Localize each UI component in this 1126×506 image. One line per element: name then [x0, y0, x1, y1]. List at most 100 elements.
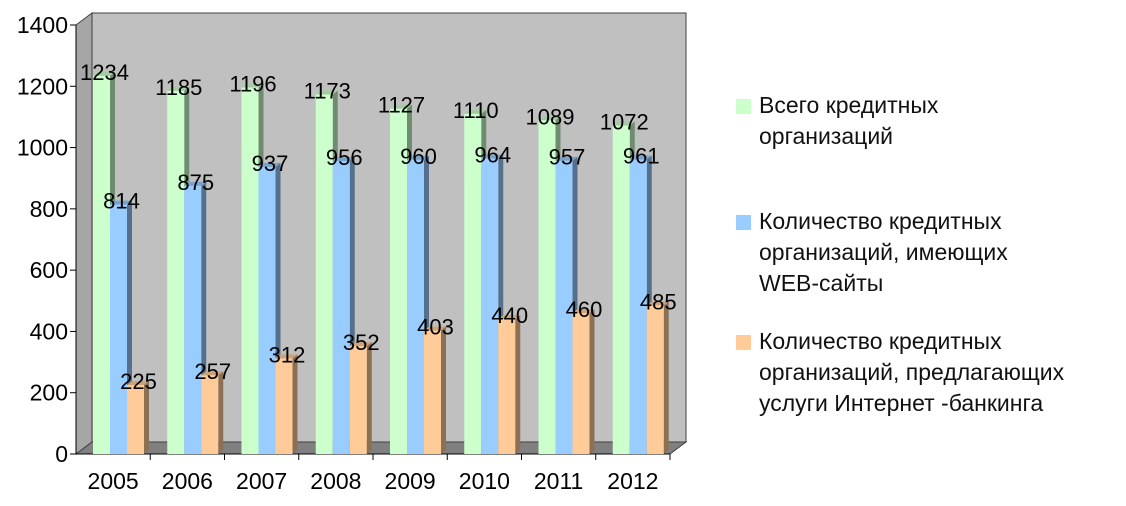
bar: [646, 305, 664, 454]
bar-top: [538, 116, 561, 121]
data-label: 485: [640, 289, 677, 314]
bar-top: [646, 301, 669, 306]
bar-side: [589, 309, 595, 454]
bar-top: [555, 156, 578, 161]
data-label: 1089: [526, 104, 575, 129]
legend-swatch-banking: [736, 335, 751, 350]
data-label: 1110: [453, 98, 499, 123]
bar-top: [349, 342, 372, 347]
bar-top: [498, 315, 521, 320]
bar: [332, 161, 350, 454]
bar-top: [481, 154, 504, 159]
bar: [481, 158, 499, 455]
bar: [93, 75, 110, 455]
data-label: 937: [252, 151, 289, 176]
bar-side: [441, 326, 446, 454]
bar-top: [127, 381, 149, 386]
bar: [407, 159, 424, 455]
y-tick-label: 1400: [17, 12, 68, 38]
bar-top: [315, 90, 338, 95]
data-label: 964: [474, 143, 511, 168]
data-label: 352: [343, 330, 380, 355]
data-label: 960: [400, 144, 437, 169]
x-tick-label: 2006: [162, 468, 213, 494]
y-tick-label: 200: [30, 380, 68, 406]
bar: [127, 385, 144, 454]
legend-swatch-total: [736, 99, 751, 114]
data-label: 956: [326, 145, 363, 170]
bar-side: [663, 301, 669, 454]
bar: [167, 90, 185, 454]
data-label: 961: [623, 144, 660, 169]
bar: [349, 346, 367, 454]
data-label: 957: [549, 145, 586, 170]
bar-top: [258, 162, 281, 167]
x-tick-label: 2011: [534, 468, 583, 494]
bar: [315, 94, 333, 454]
data-label: 440: [491, 303, 528, 328]
data-label: 460: [566, 297, 603, 322]
legend-item-banking: Количество кредитных организаций, предла…: [736, 326, 1064, 419]
bar: [110, 204, 127, 454]
y-tick-label: 1200: [17, 73, 68, 99]
bar-top: [184, 181, 207, 186]
bar: [258, 166, 276, 454]
bar: [424, 330, 441, 454]
bar-side: [144, 381, 149, 454]
data-label: 1173: [304, 79, 351, 104]
data-label: 814: [103, 189, 140, 214]
bar: [555, 160, 573, 454]
bar-top: [93, 71, 115, 76]
bar: [629, 159, 647, 454]
bar-top: [390, 104, 412, 109]
data-label: 1196: [229, 72, 276, 97]
y-tick-label: 0: [55, 441, 68, 467]
x-tick-label: 2009: [385, 468, 436, 494]
y-tick-label: 1000: [17, 135, 68, 161]
data-label: 1185: [155, 75, 202, 100]
data-label: 312: [269, 342, 306, 367]
bar-top: [167, 86, 190, 91]
bar-top: [464, 109, 487, 114]
bar: [184, 185, 202, 454]
bar: [572, 313, 590, 454]
bar: [464, 113, 482, 454]
bar-top: [424, 326, 446, 331]
y-tick-label: 600: [30, 257, 68, 283]
x-tick-label: 2010: [459, 468, 510, 494]
x-tick-label: 2012: [607, 468, 658, 494]
x-tick-label: 2005: [88, 468, 139, 494]
bar: [498, 319, 516, 454]
data-label: 1072: [600, 110, 649, 135]
bar: [390, 108, 407, 454]
x-tick-label: 2008: [310, 468, 361, 494]
bar-top: [612, 121, 635, 126]
legend-item-total: Всего кредитных организаций: [736, 90, 938, 152]
bar-top: [629, 155, 652, 160]
bar-top: [332, 157, 355, 162]
legend-label-web: Количество кредитных организаций, имеющи…: [759, 208, 1008, 296]
bar: [538, 120, 556, 454]
bar-side: [218, 371, 224, 454]
bar-side: [366, 342, 372, 454]
data-label: 225: [120, 369, 157, 394]
bar-side: [292, 354, 298, 454]
y-tick-label: 800: [30, 196, 68, 222]
data-label: 403: [417, 315, 454, 340]
legend-label-total: Всего кредитных организаций: [759, 92, 939, 149]
bar-top: [407, 155, 429, 160]
data-label: 257: [194, 359, 231, 384]
legend-swatch-web: [736, 215, 751, 230]
bar-top: [275, 354, 298, 359]
legend-label-banking: Количество кредитных организаций, предла…: [759, 328, 1065, 416]
data-label: 1234: [80, 60, 129, 85]
legend-item-web: Количество кредитных организаций, имеющи…: [736, 206, 1008, 299]
bar-top: [110, 200, 132, 205]
x-tick-label: 2007: [236, 468, 287, 494]
bar-top: [572, 309, 595, 314]
data-label: 875: [177, 170, 214, 195]
bar-top: [241, 83, 264, 88]
bar-top: [201, 371, 224, 376]
y-tick-label: 400: [30, 318, 68, 344]
